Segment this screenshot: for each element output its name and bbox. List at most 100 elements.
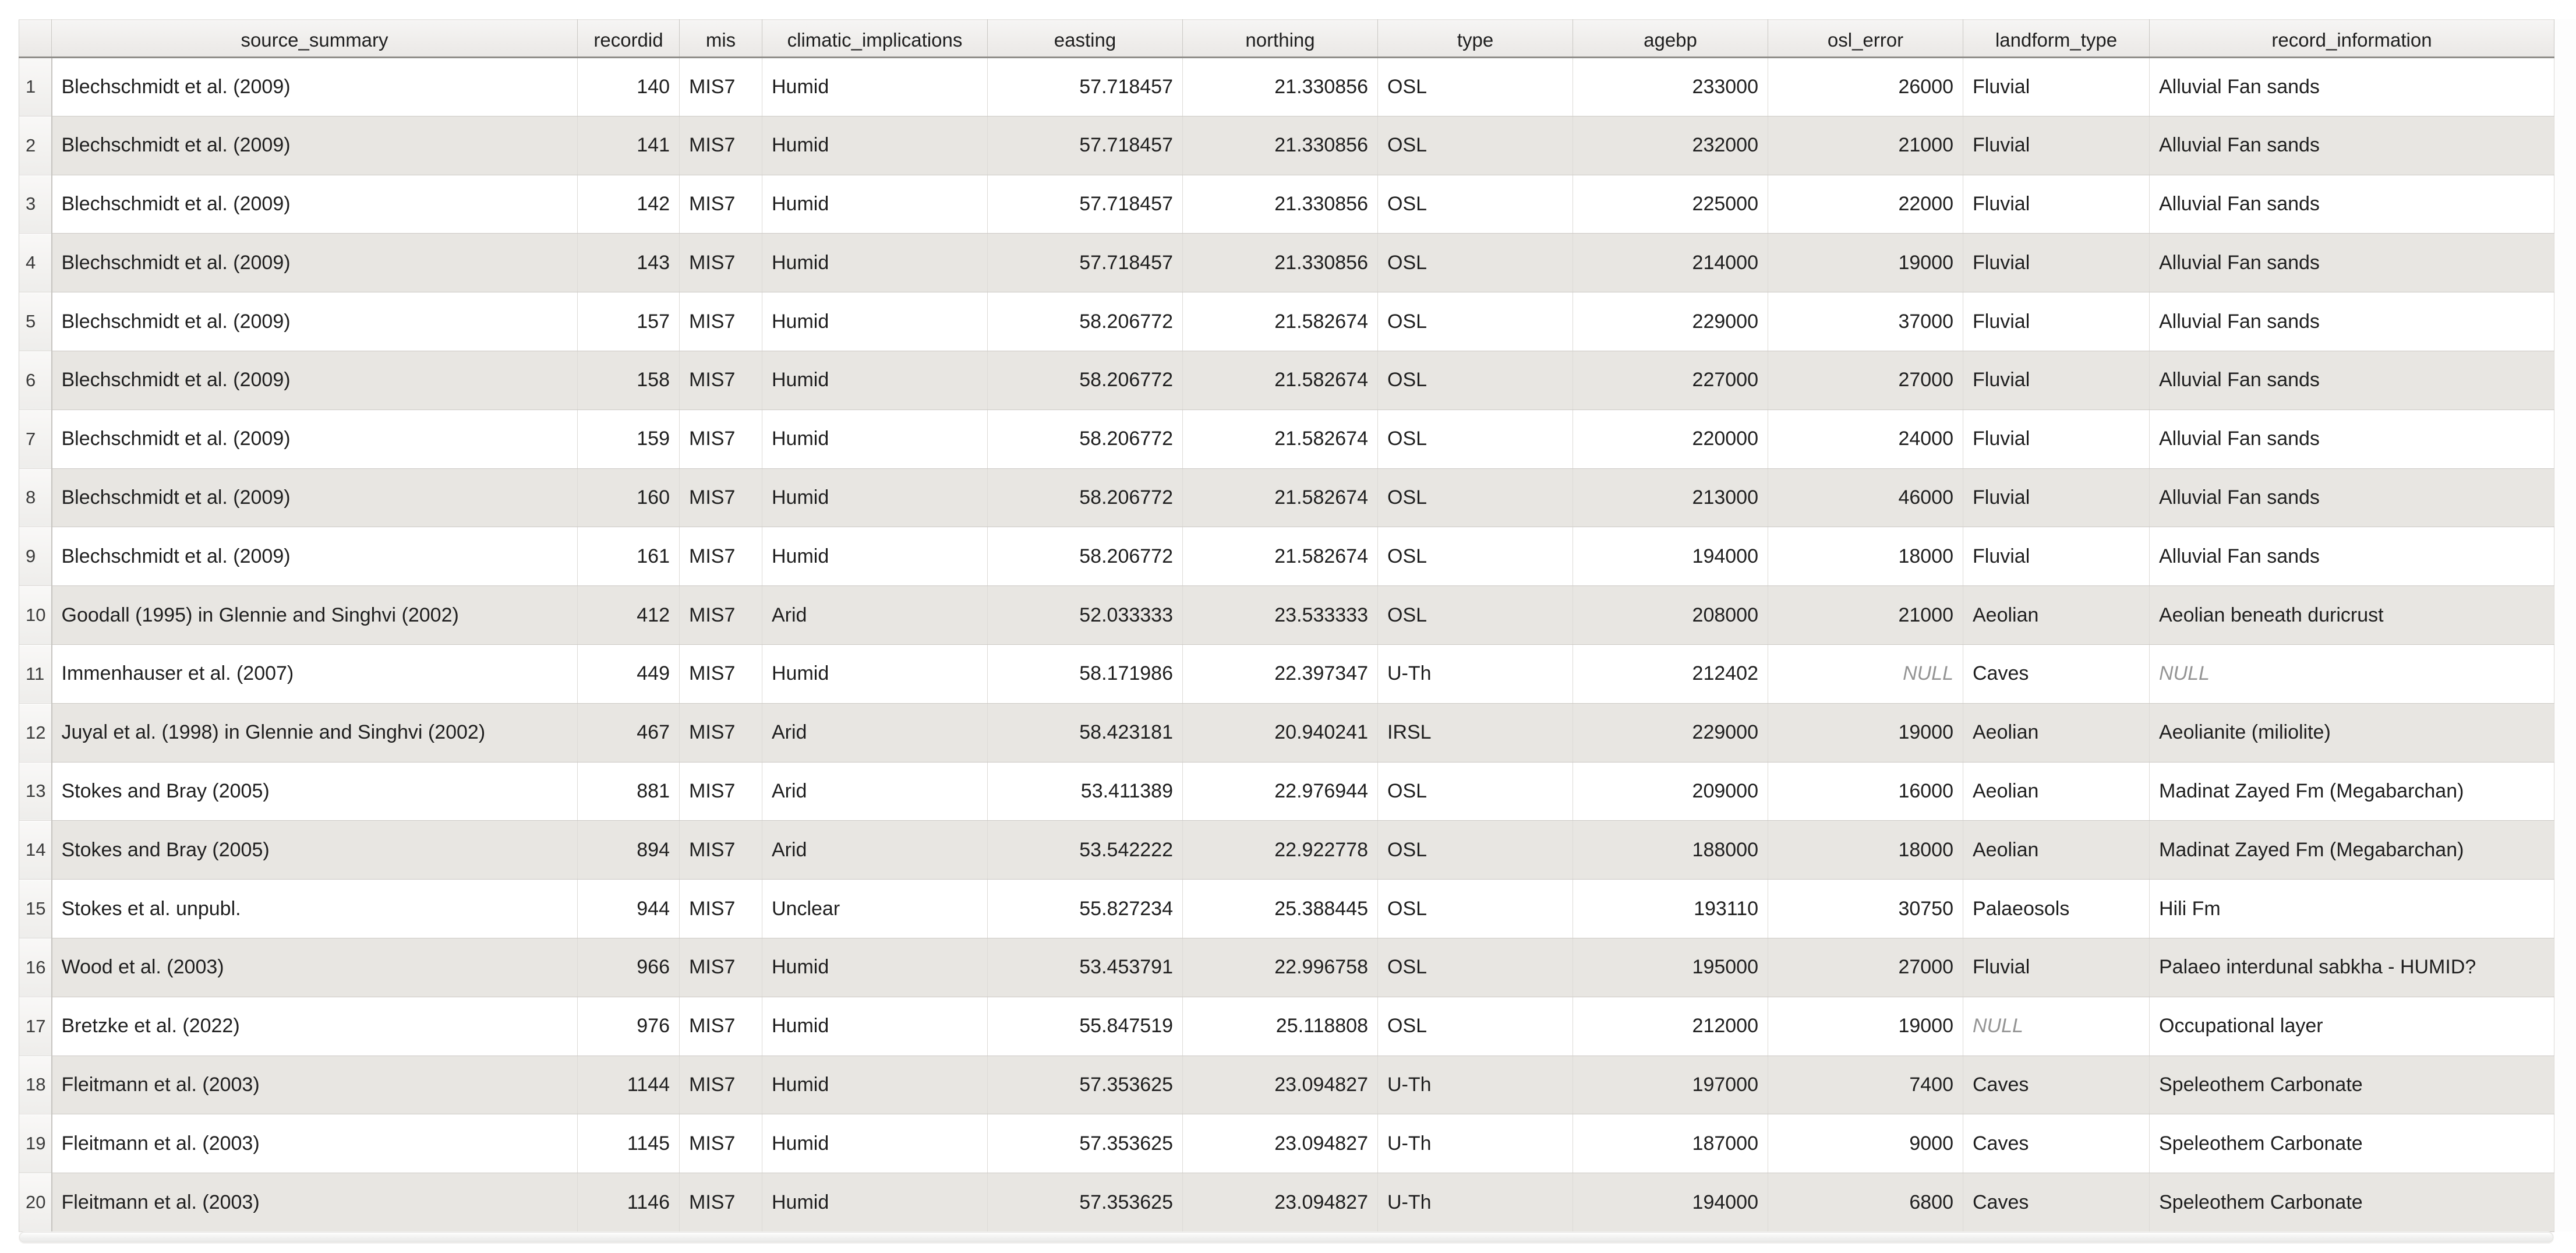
cell-type[interactable]: OSL [1377,879,1573,938]
cell-source_summary[interactable]: Stokes and Bray (2005) [51,762,578,821]
cell-osl_error[interactable]: 19000 [1768,703,1963,763]
row-number[interactable]: 6 [19,351,52,410]
column-header-landform_type[interactable]: landform_type [1963,19,2150,58]
cell-climatic_implications[interactable]: Humid [762,57,988,117]
cell-agebp[interactable]: 193110 [1573,879,1768,938]
cell-type[interactable]: OSL [1377,57,1573,117]
cell-source_summary[interactable]: Blechschmidt et al. (2009) [51,292,578,351]
cell-landform_type[interactable]: Fluvial [1963,351,2150,410]
cell-recordid[interactable]: 412 [577,585,680,645]
cell-agebp[interactable]: 209000 [1573,762,1768,821]
column-header-agebp[interactable]: agebp [1573,19,1768,58]
cell-climatic_implications[interactable]: Humid [762,997,988,1056]
cell-source_summary[interactable]: Fleitmann et al. (2003) [51,1173,578,1232]
cell-type[interactable]: OSL [1377,351,1573,410]
cell-northing[interactable]: 21.582674 [1182,410,1378,469]
cell-type[interactable]: OSL [1377,233,1573,293]
cell-easting[interactable]: 57.718457 [987,175,1183,234]
row-number[interactable]: 12 [19,703,52,763]
cell-osl_error[interactable]: 27000 [1768,938,1963,997]
cell-easting[interactable]: 53.411389 [987,762,1183,821]
cell-northing[interactable]: 21.582674 [1182,527,1378,587]
cell-type[interactable]: OSL [1377,175,1573,234]
column-header-osl_error[interactable]: osl_error [1768,19,1963,58]
cell-easting[interactable]: 58.206772 [987,351,1183,410]
cell-northing[interactable]: 23.533333 [1182,585,1378,645]
cell-climatic_implications[interactable]: Arid [762,820,988,880]
row-number[interactable]: 13 [19,762,52,821]
cell-agebp[interactable]: 212402 [1573,644,1768,704]
vertical-scrollbar[interactable] [2554,19,2576,1231]
cell-landform_type[interactable]: Fluvial [1963,938,2150,997]
cell-northing[interactable]: 23.094827 [1182,1114,1378,1174]
cell-source_summary[interactable]: Stokes et al. unpubl. [51,879,578,938]
cell-landform_type[interactable]: Caves [1963,1114,2150,1174]
cell-mis[interactable]: MIS7 [679,820,762,880]
cell-climatic_implications[interactable]: Humid [762,116,988,175]
cell-northing[interactable]: 20.940241 [1182,703,1378,763]
cell-agebp[interactable]: 233000 [1573,57,1768,117]
cell-climatic_implications[interactable]: Humid [762,233,988,293]
cell-recordid[interactable]: 159 [577,410,680,469]
column-header-mis[interactable]: mis [679,19,762,58]
column-header-type[interactable]: type [1377,19,1573,58]
cell-agebp[interactable]: 212000 [1573,997,1768,1056]
cell-agebp[interactable]: 229000 [1573,292,1768,351]
cell-type[interactable]: OSL [1377,938,1573,997]
cell-mis[interactable]: MIS7 [679,938,762,997]
cell-easting[interactable]: 58.423181 [987,703,1183,763]
horizontal-scrollbar[interactable] [19,1231,2554,1244]
cell-landform_type[interactable]: Fluvial [1963,175,2150,234]
cell-type[interactable]: OSL [1377,410,1573,469]
cell-mis[interactable]: MIS7 [679,57,762,117]
cell-easting[interactable]: 57.718457 [987,116,1183,175]
cell-easting[interactable]: 58.171986 [987,644,1183,704]
cell-landform_type[interactable]: Fluvial [1963,292,2150,351]
cell-mis[interactable]: MIS7 [679,1114,762,1174]
cell-easting[interactable]: 58.206772 [987,292,1183,351]
cell-type[interactable]: U-Th [1377,1056,1573,1115]
cell-mis[interactable]: MIS7 [679,585,762,645]
cell-osl_error[interactable]: 6800 [1768,1173,1963,1232]
cell-northing[interactable]: 21.330856 [1182,116,1378,175]
cell-recordid[interactable]: 881 [577,762,680,821]
cell-recordid[interactable]: 1146 [577,1173,680,1232]
cell-recordid[interactable]: 143 [577,233,680,293]
row-number[interactable]: 20 [19,1173,52,1232]
cell-record_information[interactable]: NULL [2149,644,2554,704]
cell-record_information[interactable]: Occupational layer [2149,997,2554,1056]
cell-agebp[interactable]: 188000 [1573,820,1768,880]
cell-landform_type[interactable]: Fluvial [1963,57,2150,117]
cell-record_information[interactable]: Speleothem Carbonate [2149,1173,2554,1232]
cell-record_information[interactable]: Alluvial Fan sands [2149,175,2554,234]
row-number[interactable]: 14 [19,820,52,880]
cell-osl_error[interactable]: 24000 [1768,410,1963,469]
cell-type[interactable]: U-Th [1377,1114,1573,1174]
cell-northing[interactable]: 21.330856 [1182,175,1378,234]
cell-record_information[interactable]: Alluvial Fan sands [2149,116,2554,175]
cell-source_summary[interactable]: Goodall (1995) in Glennie and Singhvi (2… [51,585,578,645]
cell-source_summary[interactable]: Blechschmidt et al. (2009) [51,116,578,175]
cell-type[interactable]: OSL [1377,116,1573,175]
cell-easting[interactable]: 55.847519 [987,997,1183,1056]
cell-easting[interactable]: 52.033333 [987,585,1183,645]
cell-source_summary[interactable]: Fleitmann et al. (2003) [51,1114,578,1174]
row-number[interactable]: 10 [19,585,52,645]
cell-northing[interactable]: 22.922778 [1182,820,1378,880]
cell-easting[interactable]: 57.353625 [987,1114,1183,1174]
cell-agebp[interactable]: 213000 [1573,468,1768,528]
row-number[interactable]: 2 [19,116,52,175]
column-header-source_summary[interactable]: source_summary [51,19,578,58]
row-number[interactable]: 11 [19,644,52,704]
cell-landform_type[interactable]: Aeolian [1963,820,2150,880]
cell-climatic_implications[interactable]: Arid [762,703,988,763]
cell-northing[interactable]: 22.996758 [1182,938,1378,997]
cell-climatic_implications[interactable]: Humid [762,410,988,469]
column-header-easting[interactable]: easting [987,19,1183,58]
cell-agebp[interactable]: 194000 [1573,527,1768,587]
cell-record_information[interactable]: Palaeo interdunal sabkha - HUMID? [2149,938,2554,997]
cell-record_information[interactable]: Madinat Zayed Fm (Megabarchan) [2149,820,2554,880]
cell-recordid[interactable]: 160 [577,468,680,528]
row-number[interactable]: 1 [19,57,52,117]
select-all-corner[interactable] [19,19,52,58]
